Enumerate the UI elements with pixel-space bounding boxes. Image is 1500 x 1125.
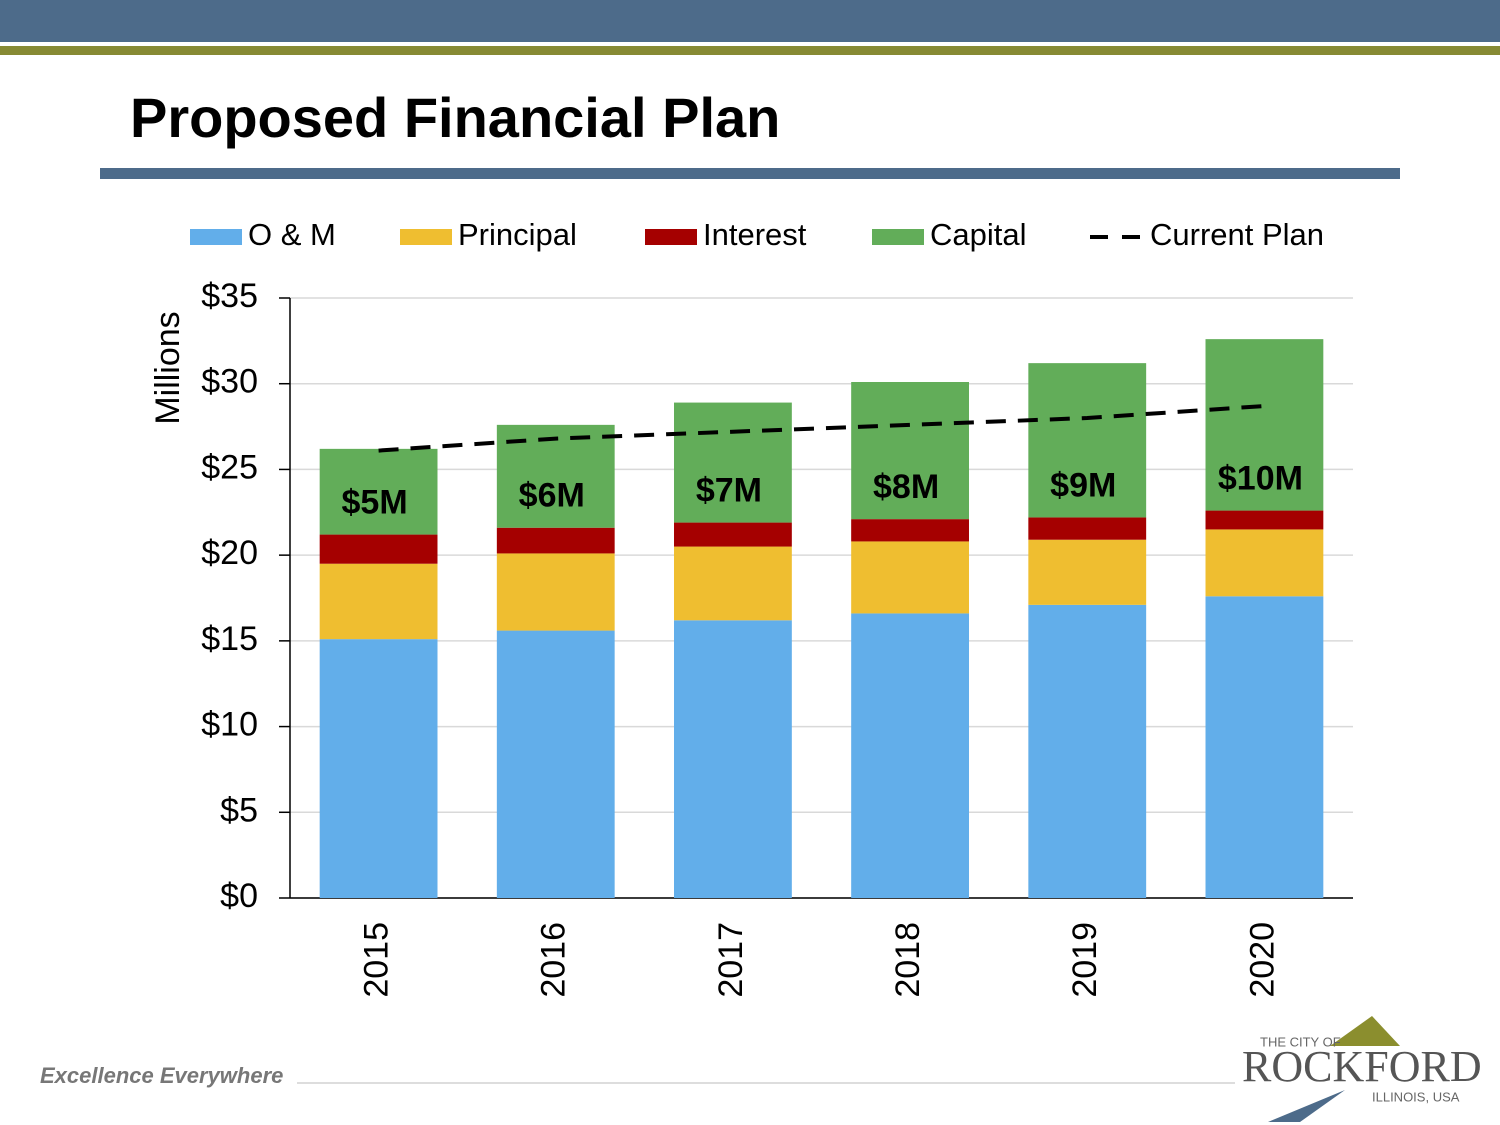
legend-swatch [400, 229, 452, 245]
bar-segment [851, 613, 969, 898]
data-label: $5M [342, 484, 408, 522]
bar-segment [851, 541, 969, 614]
logo-top: THE CITY OF [1260, 1034, 1341, 1049]
y-tick-label: $15 [201, 620, 258, 658]
bar-segment [674, 522, 792, 547]
header-stripe [0, 46, 1500, 55]
legend-swatch [872, 229, 924, 245]
legend-swatch [190, 229, 242, 245]
logo-name: ROCKFORD [1242, 1042, 1482, 1091]
bar-segment [851, 519, 969, 542]
logo-mark [1268, 1090, 1345, 1122]
logo-bottom: ILLINOIS, USA [1372, 1089, 1460, 1104]
legend-label: O & M [248, 217, 336, 252]
bar-segment [319, 448, 438, 535]
bar-segment [1205, 339, 1324, 511]
bar-segment [1205, 510, 1324, 530]
legend-label: Interest [703, 217, 807, 252]
x-tick-label: 2017 [712, 922, 750, 998]
y-tick-label: $0 [220, 877, 258, 915]
data-label: $7M [696, 472, 762, 510]
bar-segment [319, 534, 438, 564]
x-tick-label: 2020 [1243, 922, 1281, 998]
data-label: $9M [1050, 466, 1116, 504]
bar-segment [1028, 517, 1147, 540]
x-tick-label: 2019 [1066, 922, 1104, 998]
bar-segment [496, 553, 615, 631]
legend-label: Capital [930, 217, 1027, 252]
bar-segment [319, 563, 438, 640]
data-label: $6M [519, 477, 585, 515]
bar-segment [1028, 363, 1147, 518]
y-tick-label: $30 [201, 363, 258, 401]
bar-segment [1205, 529, 1324, 597]
logo-mark [1330, 1016, 1400, 1046]
x-tick-label: 2018 [889, 922, 927, 998]
bar-segment [496, 630, 615, 898]
data-label: $8M [873, 468, 939, 506]
bar-segment [851, 382, 969, 520]
title-rule [100, 168, 1400, 179]
y-axis-label: Millions [149, 311, 187, 424]
legend-label: Principal [458, 217, 577, 252]
legend-label: Current Plan [1150, 217, 1324, 252]
data-label: $10M [1218, 460, 1303, 498]
bar-segment [496, 527, 615, 554]
bar-segment [674, 546, 792, 621]
bar-segment [1028, 539, 1147, 605]
x-tick-label: 2016 [535, 922, 573, 998]
line-series [378, 404, 1265, 453]
tagline: Excellence Everywhere [40, 1063, 283, 1088]
y-tick-label: $35 [201, 277, 258, 315]
bar-segment [674, 402, 792, 523]
bar-segment [319, 639, 438, 898]
bar-segment [1028, 604, 1147, 898]
header-band [0, 0, 1500, 42]
chart-title: Proposed Financial Plan [130, 86, 780, 149]
y-tick-label: $5 [220, 791, 258, 829]
logo: THE CITY OF ROCKFORD ILLINOIS, USA [1242, 1016, 1482, 1122]
x-tick-label: 2015 [358, 922, 396, 998]
bar-segment [1205, 596, 1324, 898]
legend-swatch [645, 229, 697, 245]
bar-segment [674, 620, 792, 898]
y-tick-label: $20 [201, 534, 258, 572]
y-tick-label: $25 [201, 448, 258, 486]
y-tick-label: $10 [201, 706, 258, 744]
